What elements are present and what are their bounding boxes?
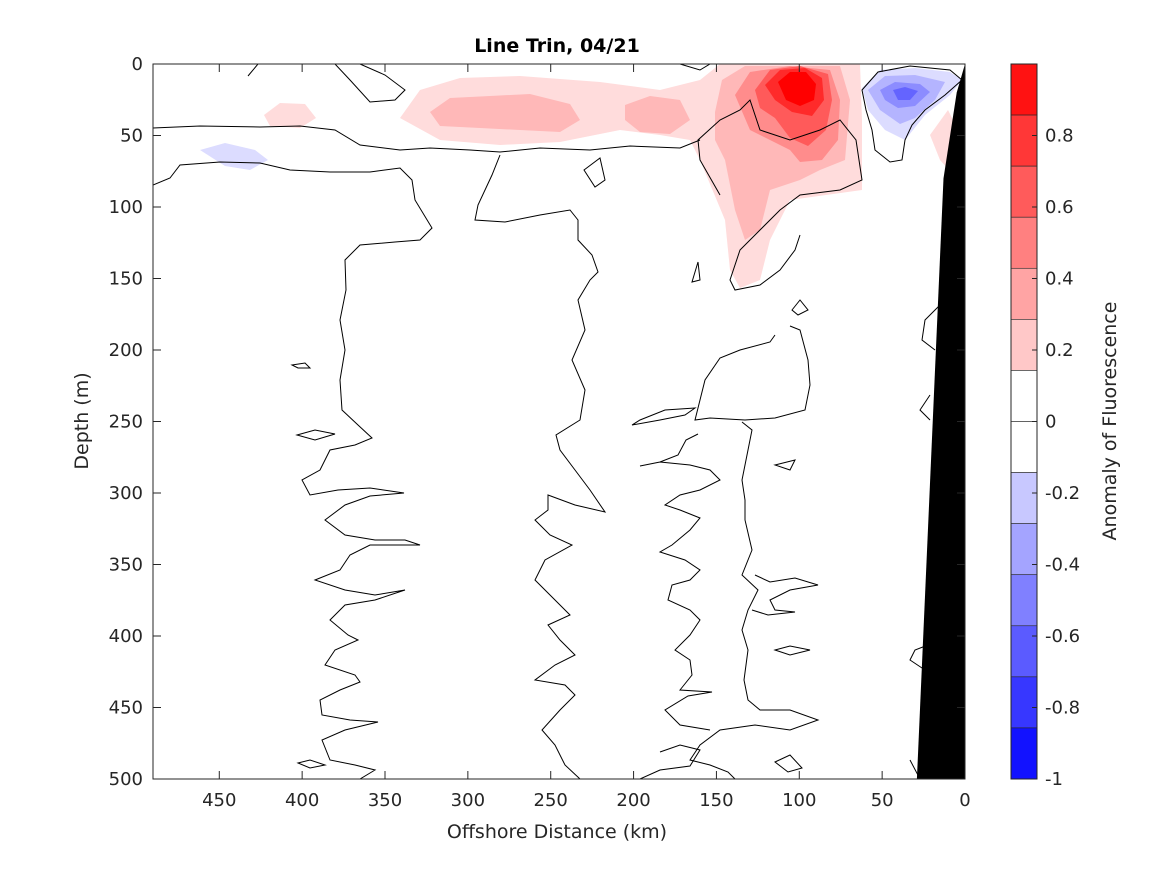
colorbar-tick-label: -0.2 [1045,483,1080,504]
x-axis: 450 400 350 300 250 200 150 100 50 0 [202,64,971,811]
positive-patch-5 [625,96,690,134]
contour-line-20 [679,64,711,71]
colorbar-level [1010,574,1038,627]
colorbar-level [1010,267,1038,320]
contour-line-16 [773,645,811,656]
contour-line-2 [153,161,433,779]
x-tick-label: 300 [451,790,485,811]
colorbar-level [1010,370,1038,422]
bathymetry-mask [916,64,965,779]
colorbar-tick-label: 0.8 [1045,126,1074,147]
colorbar-tick-label: 0.6 [1045,197,1074,218]
chart-title: Line Trin, 04/21 [474,35,640,57]
positive-patch-10 [778,72,816,106]
y-tick-label: 350 [109,555,143,576]
positive-patch-4 [430,94,580,132]
colorbar-level [1010,216,1038,269]
y-tick-label: 100 [109,197,143,218]
colorbar-level [1010,676,1038,729]
contour-lines [153,64,963,779]
contour-line-19 [861,65,963,163]
colorbar-tick-label: 0 [1045,412,1056,433]
x-tick-label: 100 [782,790,816,811]
colorbar-level [1010,472,1038,524]
contour-line-4 [334,64,406,103]
contour-fields [153,64,965,779]
y-tick-label: 150 [109,269,143,290]
contour-line-5 [474,154,607,779]
x-tick-label: 450 [202,790,236,811]
contour-line-3 [238,64,259,77]
contour-line-21 [921,304,941,351]
contour-line-25 [290,362,312,369]
x-tick-label: 250 [534,790,568,811]
colorbar-level [1010,421,1038,473]
x-tick-label: 350 [368,790,402,811]
y-tick-label: 300 [109,483,143,504]
colorbar: 0.8 0.6 0.4 0.2 0 -0.2 -0.4 -0.6 -0.8 -1 [1010,63,1080,790]
colorbar-label: Anomaly of Fluorescence [1099,302,1121,541]
y-axis-label: Depth (m) [71,372,93,469]
contour-line-17 [774,754,803,773]
contour-line-8 [691,261,701,283]
positive-anomaly-layers [264,64,958,288]
contour-line-11 [631,407,697,426]
contour-line-12 [689,421,820,779]
x-tick-label: 200 [616,790,650,811]
y-tick-label: 250 [109,412,143,433]
colorbar-level [1010,165,1038,218]
x-axis-label: Offshore Distance (km) [447,821,667,843]
contour-line-9 [694,325,811,421]
y-tick-label: 450 [109,698,143,719]
x-tick-label: 0 [959,790,970,811]
contour-line-27 [296,759,327,769]
contour-line-10 [791,299,809,316]
colorbar-tick-label: -0.6 [1045,626,1080,647]
contour-line-13 [639,433,721,731]
colorbar-level [1010,319,1038,371]
contour-line-14 [773,459,796,471]
contour-line-15 [751,574,819,616]
colorbar-tick-label: 0.4 [1045,269,1074,290]
y-axis: 0 50 100 150 200 250 300 350 400 450 500 [109,54,965,790]
y-tick-label: 0 [132,54,143,75]
colorbar-tick-label: -0.8 [1045,698,1080,719]
x-tick-label: 50 [871,790,894,811]
colorbar-tick-label: -1 [1045,769,1063,790]
y-tick-label: 50 [120,126,143,147]
x-tick-label: 150 [699,790,733,811]
colorbar-level [1010,63,1038,116]
negative-anomaly-layers [200,68,962,170]
positive-patch-2 [264,103,316,128]
x-tick-label: 400 [285,790,319,811]
colorbar-tick-label: 0.2 [1045,340,1074,361]
y-tick-label: 200 [109,340,143,361]
y-tick-label: 500 [109,769,143,790]
contour-line-6 [583,157,606,188]
contour-line-22 [919,394,931,421]
colorbar-level [1010,625,1038,678]
y-tick-label: 400 [109,626,143,647]
contour-line-23 [909,644,929,671]
colorbar-level [1010,114,1038,167]
contour-line-18 [639,744,701,779]
colorbar-tick-label: -0.4 [1045,555,1080,576]
colorbar-level [1010,727,1038,780]
colorbar-level [1010,523,1038,576]
contour-line-1 [153,125,701,153]
contour-line-7 [697,99,863,291]
contour-line-26 [295,429,336,441]
negative-patch-5 [893,87,918,100]
